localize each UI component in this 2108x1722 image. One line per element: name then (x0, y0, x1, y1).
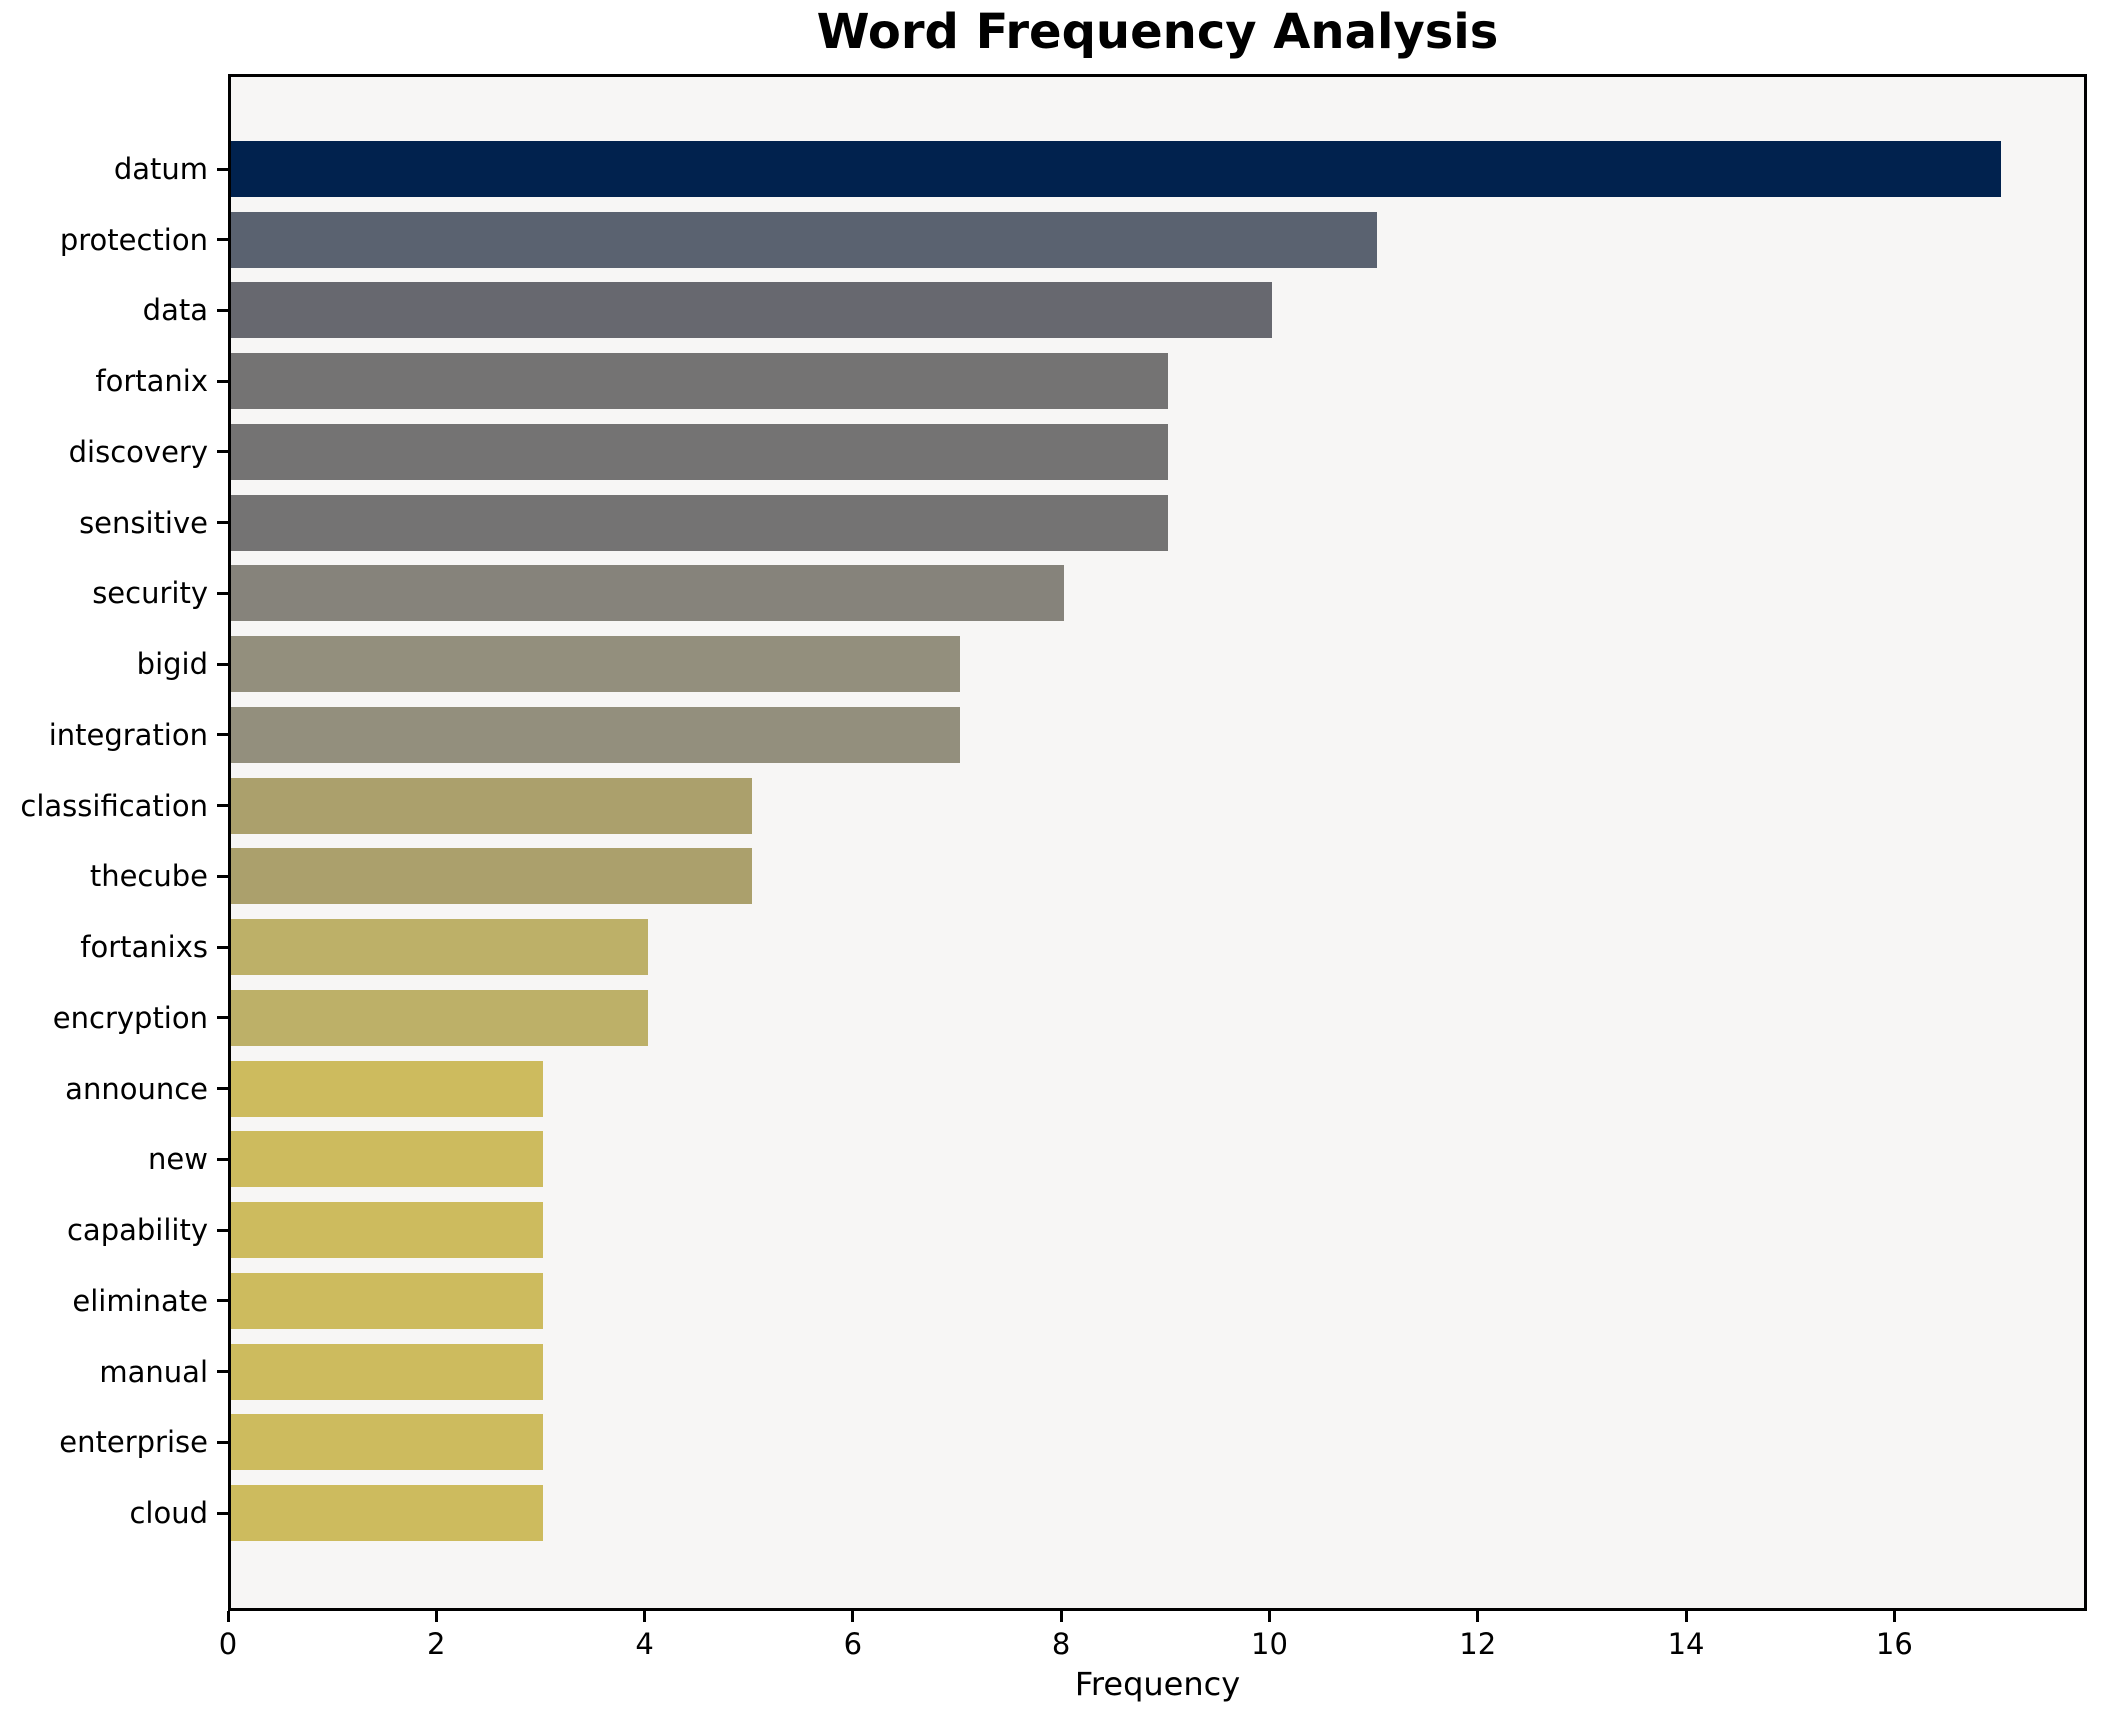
y-tick-mark-announce (217, 1087, 228, 1091)
x-tick-mark-6 (851, 1611, 855, 1622)
x-tick-label-14: 14 (1667, 1627, 1705, 1661)
x-tick-mark-4 (643, 1611, 647, 1622)
y-tick-mark-cloud (217, 1511, 228, 1515)
bar-security (231, 565, 1065, 622)
y-tick-mark-bigid (217, 662, 228, 666)
bar-datum (231, 141, 2002, 197)
y-tick-label-datum: datum (113, 152, 208, 186)
x-tick-label-16: 16 (1875, 1627, 1913, 1661)
chart-title: Word Frequency Analysis (816, 4, 1499, 60)
y-tick-label-bigid: bigid (136, 647, 208, 682)
bar-integration (231, 706, 961, 763)
y-tick-mark-data (217, 308, 228, 312)
y-tick-mark-fortanixs (217, 945, 228, 949)
y-tick-label-classification: classification (20, 788, 208, 823)
y-tick-mark-discovery (217, 450, 228, 454)
y-tick-label-capability: capability (66, 1213, 208, 1248)
y-tick-mark-eliminate (217, 1299, 228, 1303)
x-tick-mark-8 (1059, 1611, 1063, 1622)
bar-classification (231, 777, 752, 834)
bar-new (231, 1131, 544, 1188)
y-tick-mark-security (217, 591, 228, 595)
y-tick-mark-manual (217, 1370, 228, 1374)
x-tick-label-10: 10 (1251, 1627, 1288, 1661)
y-tick-mark-protection (217, 238, 228, 242)
y-tick-mark-datum (217, 167, 228, 171)
x-tick-label-0: 0 (218, 1627, 238, 1661)
y-tick-mark-new (217, 1157, 228, 1161)
y-tick-label-eliminate: eliminate (72, 1283, 208, 1318)
y-tick-mark-capability (217, 1228, 228, 1232)
bar-manual (231, 1343, 544, 1400)
x-tick-label-8: 8 (1051, 1627, 1071, 1661)
x-tick-mark-14 (1684, 1611, 1688, 1622)
y-tick-mark-enterprise (217, 1440, 228, 1444)
y-tick-mark-classification (217, 804, 228, 808)
y-tick-label-discovery: discovery (68, 434, 208, 469)
bar-bigid (231, 636, 961, 693)
bar-protection (231, 211, 1377, 268)
bar-eliminate (231, 1272, 544, 1329)
y-tick-label-enterprise: enterprise (59, 1425, 208, 1460)
plot-area (228, 74, 2087, 1611)
x-tick-mark-10 (1267, 1611, 1271, 1622)
x-tick-label-12: 12 (1459, 1627, 1497, 1661)
x-axis-label: Frequency (1074, 1665, 1241, 1703)
y-tick-mark-encryption (217, 1016, 228, 1020)
bar-discovery (231, 423, 1169, 480)
x-tick-label-6: 6 (843, 1627, 863, 1661)
y-tick-label-cloud: cloud (129, 1496, 208, 1531)
y-tick-mark-sensitive (217, 521, 228, 525)
y-tick-label-announce: announce (65, 1071, 208, 1106)
y-tick-label-thecube: thecube (89, 859, 208, 894)
bar-capability (231, 1202, 544, 1259)
y-tick-label-manual: manual (99, 1354, 208, 1389)
x-tick-label-4: 4 (635, 1627, 654, 1661)
y-tick-label-encryption: encryption (52, 1000, 208, 1035)
y-tick-mark-integration (217, 733, 228, 737)
bar-thecube (231, 848, 752, 905)
y-tick-label-sensitive: sensitive (79, 505, 208, 540)
y-tick-label-protection: protection (59, 222, 208, 257)
y-tick-label-security: security (92, 576, 208, 611)
bar-data (231, 282, 1273, 339)
bar-enterprise (231, 1414, 544, 1471)
bar-cloud (231, 1485, 544, 1542)
bar-encryption (231, 989, 648, 1046)
x-tick-mark-12 (1476, 1611, 1480, 1622)
bar-fortanixs (231, 919, 648, 976)
bar-announce (231, 1060, 544, 1117)
y-tick-label-data: data (142, 293, 208, 328)
y-tick-mark-thecube (217, 874, 228, 878)
x-tick-mark-0 (226, 1611, 230, 1622)
bar-fortanix (231, 353, 1169, 410)
y-tick-label-fortanixs: fortanixs (80, 930, 208, 965)
y-tick-label-new: new (148, 1142, 208, 1177)
bar-sensitive (231, 494, 1169, 551)
x-tick-label-2: 2 (427, 1627, 446, 1661)
y-tick-label-fortanix: fortanix (95, 364, 208, 399)
y-tick-label-integration: integration (48, 717, 208, 752)
x-tick-mark-16 (1892, 1611, 1896, 1622)
y-tick-mark-fortanix (217, 379, 228, 383)
x-tick-mark-2 (434, 1611, 438, 1622)
